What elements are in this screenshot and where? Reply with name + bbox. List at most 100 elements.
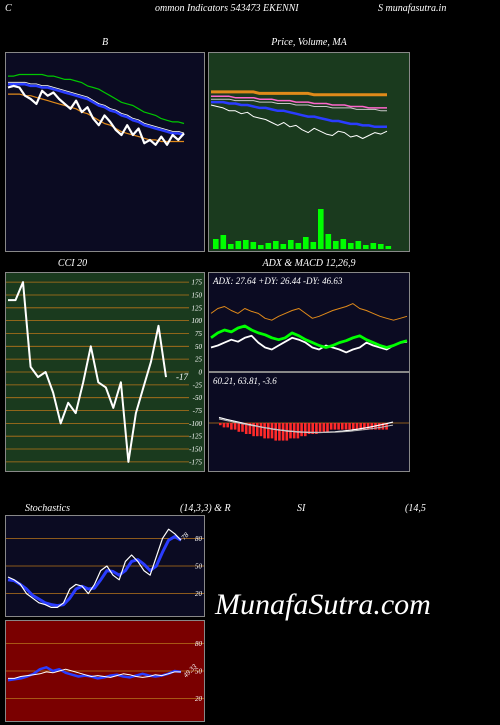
volume-bar — [325, 234, 332, 249]
rsi-line — [8, 668, 181, 679]
stochastics-params: (14,3,3) & R — [180, 503, 231, 514]
stochastics-title: Stochastics — [25, 503, 70, 514]
macd-histogram-bar — [315, 423, 318, 434]
adx-plus-di-line — [210, 303, 408, 321]
macd-histogram-bar — [348, 423, 351, 430]
stochastics-panel: 80 50 20 78 — [5, 515, 205, 617]
volume-bar — [385, 246, 392, 249]
macd-values-label: 60.21, 63.81, -3.6 — [213, 376, 277, 386]
stochastics-last-value: 78 — [180, 531, 191, 542]
header-site: S munafasutra.in — [378, 3, 447, 14]
bollinger-title: B — [101, 37, 109, 48]
macd-histogram-bar — [318, 423, 322, 432]
cci-tick-label: 150 — [192, 291, 203, 299]
macd-histogram-bar — [256, 423, 259, 437]
cci-tick-label: 175 — [192, 279, 203, 287]
macd-histogram-bar — [241, 423, 244, 432]
cci-last-value: -17 — [176, 372, 188, 382]
price-ma-chart — [210, 90, 392, 249]
volume-bar — [355, 241, 362, 249]
macd-histogram-bar — [307, 423, 311, 434]
volume-bar — [235, 241, 242, 249]
macd-histogram-bar — [337, 423, 340, 430]
macd-histogram-bar — [244, 423, 248, 434]
cci-tick-label: 0 — [199, 369, 203, 377]
header-left-char: C — [5, 3, 12, 14]
cci-tick-label: -75 — [193, 407, 203, 415]
volume-bar — [378, 244, 384, 249]
adx-macd-title: ADX & MACD 12,26,9 — [262, 258, 356, 269]
macd-histogram-bar — [292, 423, 296, 439]
macd-histogram-bar — [377, 423, 381, 430]
volume-bar — [273, 241, 279, 249]
macd-histogram-bar — [359, 423, 362, 430]
bb-middle-band-edge — [8, 81, 185, 134]
macd-histogram-bar — [230, 423, 233, 430]
adx-panel: ADX: 27.64 +DY: 26.44 -DY: 46.63 — [208, 272, 410, 372]
macd-histogram-bar — [329, 423, 333, 430]
cci-panel: 175 150 125 100 75 50 25 0 -25 -50 -75 -100 -125 -150… — [5, 272, 205, 472]
macd-histogram-bar — [311, 423, 314, 434]
macd-panel: 60.21, 63.81, -3.6 — [208, 372, 410, 472]
price-line — [210, 104, 388, 139]
volume-bar — [258, 245, 264, 249]
volume-bar — [333, 241, 339, 249]
adx-minus-di-line — [210, 334, 408, 354]
stochastics-k-line — [7, 528, 182, 609]
volume-bar — [288, 240, 294, 249]
rsi-tick-label: 80 — [195, 640, 203, 648]
volume-bar — [250, 242, 257, 249]
bb-middle-band — [8, 83, 185, 137]
stochastics-chart: 80 50 20 78 — [6, 528, 204, 609]
adx-values-label: ADX: 27.64 +DY: 26.44 -DY: 46.63 — [212, 276, 343, 286]
macd-histogram-bar — [270, 423, 274, 439]
macd-histogram-bar — [226, 423, 229, 428]
macd-histogram-bar — [300, 423, 303, 437]
volume-bar — [220, 235, 227, 249]
volume-bar — [265, 243, 272, 249]
macd-histogram-bar — [222, 423, 226, 428]
volume-bar — [318, 209, 324, 249]
cci-tick-label: 50 — [195, 343, 203, 351]
volume-bar — [348, 243, 354, 249]
macd-histogram-bar — [267, 423, 270, 439]
stochastics-tick-label: 20 — [195, 590, 203, 598]
macd-histogram-bar — [341, 423, 344, 430]
volume-bar — [303, 237, 309, 249]
stochastics-tick-label: 50 — [195, 563, 203, 571]
cci-tick-label: -50 — [193, 394, 203, 402]
volume-bar — [243, 240, 249, 249]
macd-histogram-bar — [248, 423, 252, 434]
macd-chart: 60.21, 63.81, -3.6 — [209, 376, 409, 441]
ma-gray-line — [211, 98, 387, 112]
volume-bar — [280, 244, 287, 249]
macd-histogram-bar — [263, 423, 266, 439]
price-ma-panel — [208, 52, 410, 252]
macd-histogram-bar — [252, 423, 255, 437]
rsi-signal-line — [7, 666, 182, 682]
macd-histogram-bar — [296, 423, 300, 439]
cci-tick-label: -100 — [189, 420, 202, 428]
macd-histogram-bar — [281, 423, 285, 441]
volume-bar — [340, 239, 347, 249]
macd-histogram-bar — [326, 423, 329, 432]
bollinger-chart — [7, 73, 185, 146]
adx-chart: ADX: 27.64 +DY: 26.44 -DY: 46.63 — [210, 276, 408, 354]
stochastics-tick-label: 80 — [195, 535, 203, 543]
macd-histogram-bar — [219, 423, 222, 426]
rsi-params: (14,5 — [405, 503, 426, 514]
macd-histogram-bar — [278, 423, 281, 441]
macd-histogram-bar — [366, 423, 370, 430]
macd-signal-line — [218, 418, 394, 433]
ma-pink-line — [211, 95, 387, 109]
cci-tick-label: 75 — [195, 330, 203, 338]
cci-tick-label: -150 — [189, 446, 202, 454]
volume-bar — [295, 243, 302, 249]
stochastics-d-line — [7, 535, 182, 608]
cci-title: CCI 20 — [57, 258, 88, 269]
rsi-tick-label: 20 — [195, 695, 203, 703]
macd-histogram-bar — [274, 423, 277, 441]
cci-tick-label: 125 — [192, 304, 203, 312]
cci-tick-label: -25 — [193, 381, 203, 389]
